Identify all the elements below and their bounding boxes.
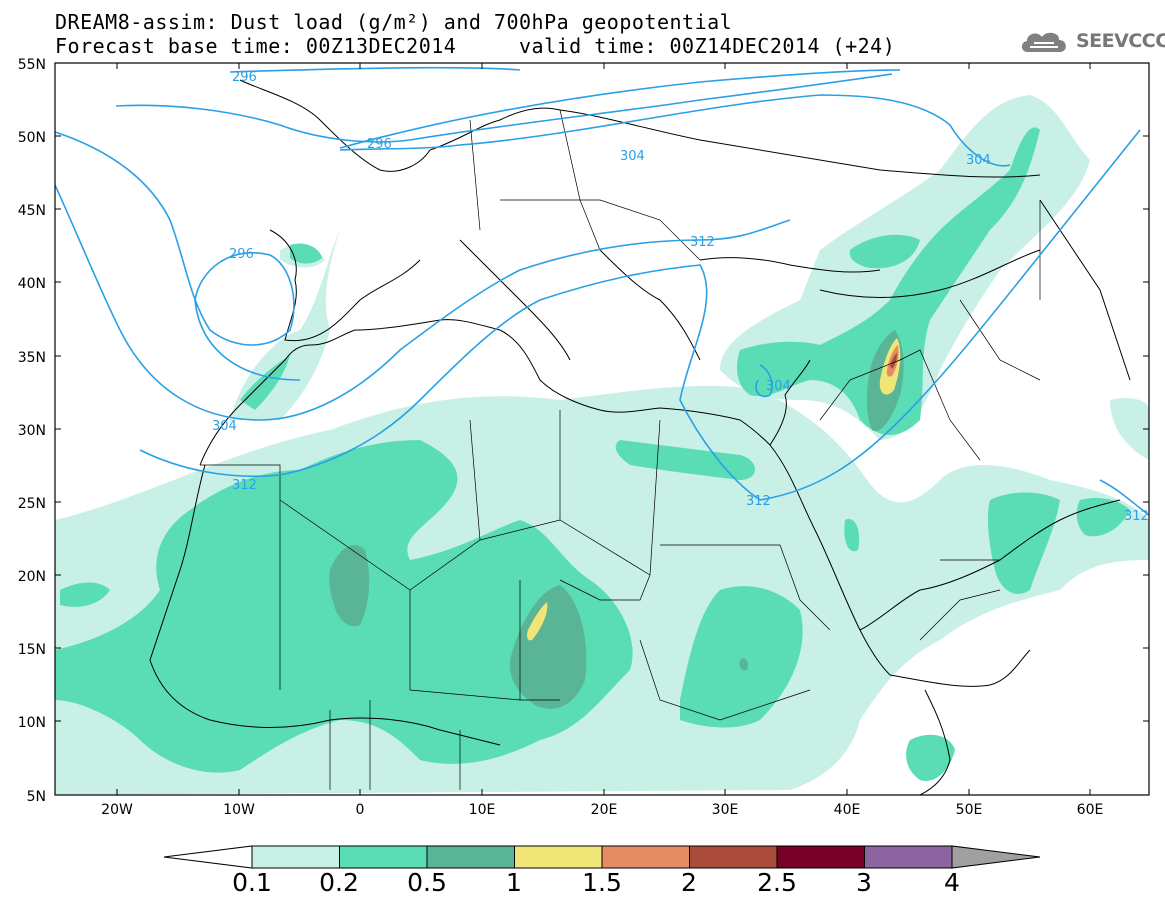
country-borders	[200, 109, 1041, 790]
colorbar-box	[339, 845, 428, 869]
contour-label: 296	[367, 137, 392, 152]
contour-label: 312	[746, 494, 771, 509]
lon-ticks	[116, 63, 1091, 795]
colorbar	[163, 845, 1041, 869]
colorbar-label: 4	[944, 868, 960, 897]
seevccc-logo: SEEVCCC	[1018, 28, 1165, 54]
lon-label: 10E	[469, 802, 496, 818]
lon-label: 40E	[834, 802, 861, 818]
dust-level-2	[890, 353, 897, 369]
colorbar-under-arrow	[163, 845, 253, 869]
colorbar-over-arrow	[951, 845, 1041, 869]
colorbar-box	[251, 845, 340, 869]
colorbar-label: 0.5	[407, 868, 447, 897]
geopotential-contours	[55, 67, 1149, 516]
contour-label: 304	[966, 153, 991, 168]
colorbar-box	[776, 845, 865, 869]
lat-label: 55N	[18, 57, 46, 73]
contour-label: 296	[229, 247, 254, 262]
lat-label: 25N	[18, 496, 46, 512]
colorbar-label: 1.5	[582, 868, 622, 897]
lat-label: 40N	[18, 276, 46, 292]
contour-label: 304	[212, 419, 237, 434]
contour-label: 304	[620, 149, 645, 164]
contour-label: 312	[1124, 509, 1149, 524]
lon-label: 20W	[101, 802, 133, 818]
lat-label: 50N	[18, 130, 46, 146]
contour-label: 296	[232, 70, 257, 85]
dust-field	[55, 95, 1149, 795]
lat-labels: 55N 50N 45N 40N 35N 30N 25N 20N 15N 10N …	[18, 57, 46, 805]
lat-label: 5N	[27, 789, 46, 805]
lat-label: 45N	[18, 203, 46, 219]
colorbar-boxes	[251, 845, 953, 869]
contour-label-group: 296 296 296 304 304 304 304 312 312 312 …	[212, 70, 1149, 524]
colorbar-label: 2.5	[757, 868, 797, 897]
contour-label: 304	[766, 379, 791, 394]
colorbar-label: 0.2	[319, 868, 359, 897]
lon-label: 60E	[1077, 802, 1104, 818]
lon-label: 10W	[223, 802, 255, 818]
lon-label: 0	[356, 802, 365, 818]
lat-ticks	[55, 62, 1149, 722]
map-title: DREAM8-assim: Dust load (g/m²) and 700hP…	[55, 10, 733, 34]
colorbar-label: 1	[506, 868, 522, 897]
cloud-icon	[1021, 32, 1066, 52]
lat-label: 30N	[18, 423, 46, 439]
lat-label: 35N	[18, 350, 46, 366]
coastlines	[149, 79, 1131, 795]
lon-label: 50E	[956, 802, 983, 818]
colorbar-label: 2	[681, 868, 697, 897]
colorbar-box	[601, 845, 690, 869]
colorbar-box	[689, 845, 778, 869]
lat-label: 15N	[18, 642, 46, 658]
colorbar-box	[426, 845, 515, 869]
lon-labels: 20W 10W 0 10E 20E 30E 40E 50E 60E	[101, 802, 1103, 818]
colorbar-box	[514, 845, 603, 869]
lon-label: 20E	[591, 802, 618, 818]
colorbar-label: 0.1	[232, 868, 272, 897]
contour-label: 312	[690, 235, 715, 250]
lat-label: 20N	[18, 569, 46, 585]
lon-label: 30E	[712, 802, 739, 818]
colorbar-box	[864, 845, 953, 869]
logo-text: SEEVCCC	[1076, 30, 1165, 52]
lat-label: 10N	[18, 715, 46, 731]
contour-label: 312	[232, 478, 257, 493]
colorbar-label: 3	[856, 868, 872, 897]
map-subtitle: Forecast base time: 00Z13DEC2014 valid t…	[55, 34, 896, 58]
